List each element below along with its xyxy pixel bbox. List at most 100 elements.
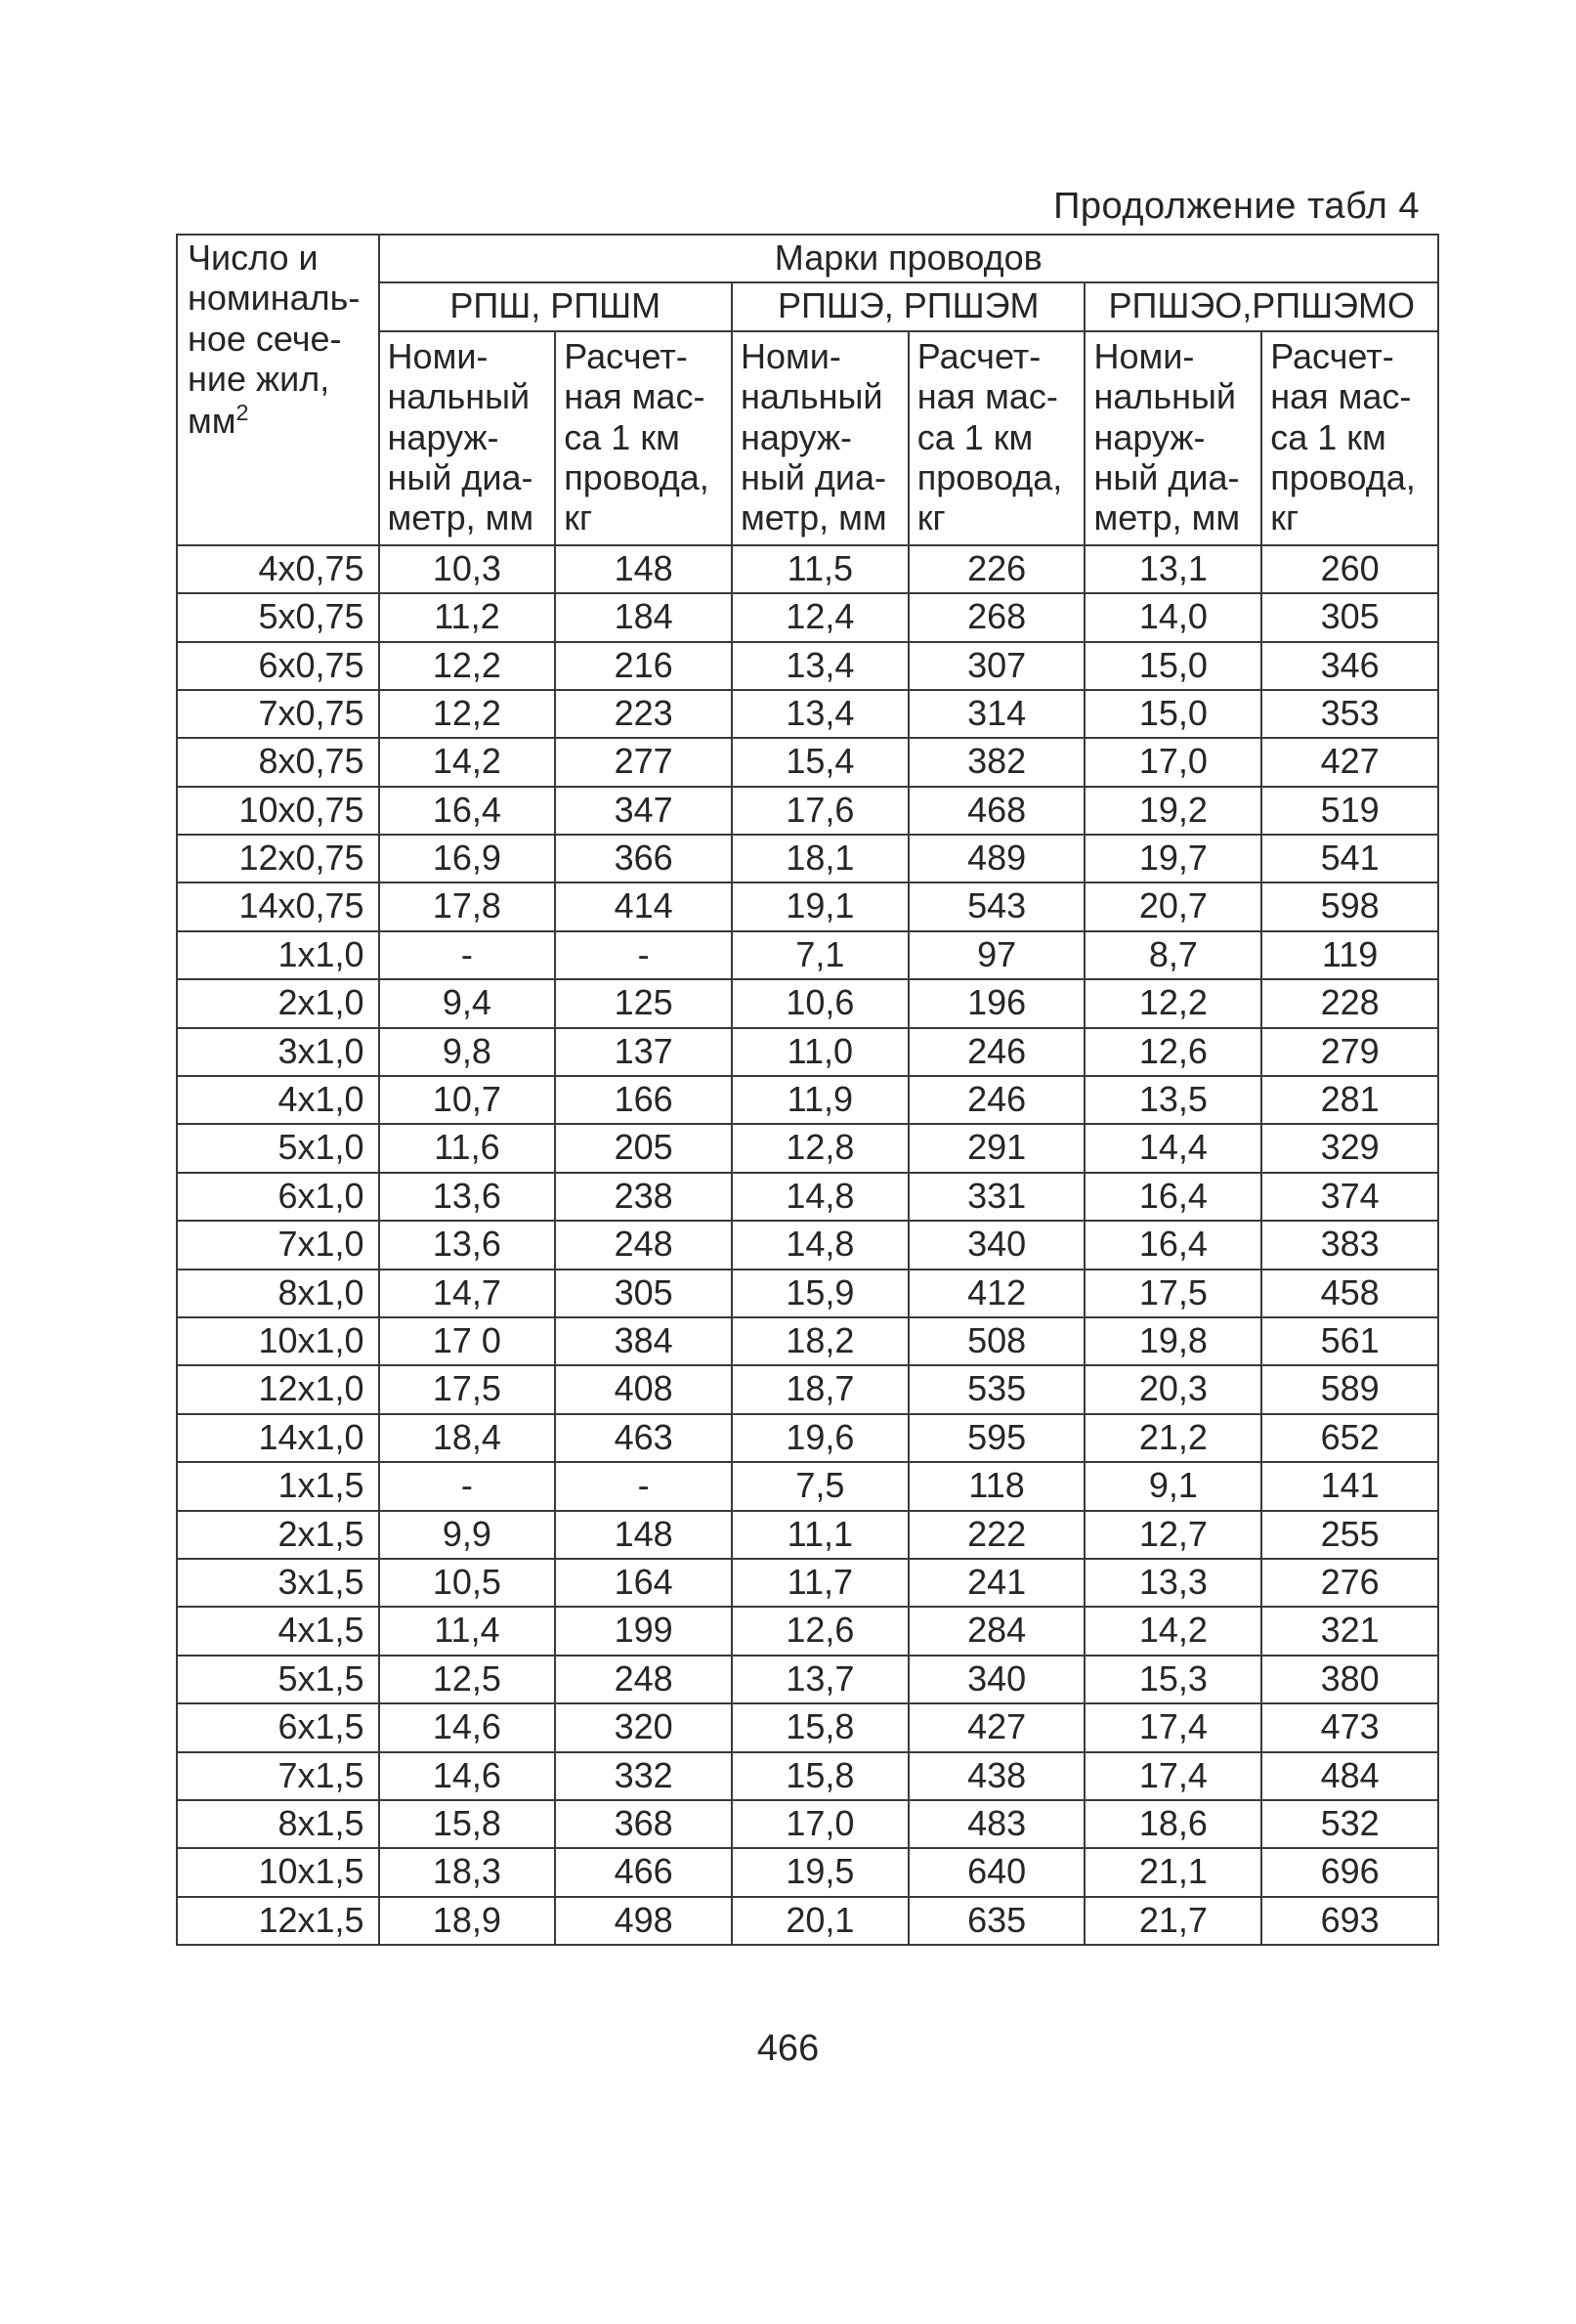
cell: 11,9 — [732, 1076, 909, 1124]
cell: 20,7 — [1085, 882, 1261, 930]
table-row: 12х1,518,949820,163521,7693 — [177, 1897, 1438, 1945]
cell: 228 — [1261, 979, 1438, 1027]
cell: 19,2 — [1085, 787, 1261, 835]
cell: 321 — [1261, 1607, 1438, 1655]
cell: 305 — [555, 1270, 732, 1317]
cell: 18,2 — [732, 1317, 909, 1365]
cell: 19,6 — [732, 1414, 909, 1462]
cell: 10,5 — [379, 1559, 556, 1607]
cell: 18,1 — [732, 835, 909, 882]
cell: 635 — [909, 1897, 1086, 1945]
cell: 20,3 — [1085, 1365, 1261, 1413]
cell: 408 — [555, 1365, 732, 1413]
row-label: 2х1,0 — [177, 979, 379, 1027]
table-row: 4х0,7510,314811,522613,1260 — [177, 545, 1438, 593]
cell: 595 — [909, 1414, 1086, 1462]
cell: 15,4 — [732, 738, 909, 786]
cell: 414 — [555, 882, 732, 930]
cell: 15,3 — [1085, 1656, 1261, 1703]
cell: 17,4 — [1085, 1703, 1261, 1751]
table-row: 7х1,013,624814,834016,4383 — [177, 1221, 1438, 1269]
cell: 11,4 — [379, 1607, 556, 1655]
cell: 11,6 — [379, 1124, 556, 1172]
row-label: 1х1,5 — [177, 1462, 379, 1510]
cell: - — [555, 931, 732, 979]
row-label: 7х0,75 — [177, 690, 379, 738]
row-label: 8х1,0 — [177, 1270, 379, 1317]
cell: 21,1 — [1085, 1848, 1261, 1896]
cell: 248 — [555, 1221, 732, 1269]
row-label: 12х1,0 — [177, 1365, 379, 1413]
row-label: 14х1,0 — [177, 1414, 379, 1462]
cell: 9,1 — [1085, 1462, 1261, 1510]
cell: 483 — [909, 1800, 1086, 1848]
cell: 248 — [555, 1656, 732, 1703]
cell: 14,0 — [1085, 593, 1261, 641]
cell: 226 — [909, 545, 1086, 593]
cell: 13,6 — [379, 1221, 556, 1269]
page: Продолжение табл 4 Число и номиналь-ное … — [0, 0, 1576, 2324]
header-top-span: Марки проводов — [379, 235, 1438, 282]
row-label: 8х0,75 — [177, 738, 379, 786]
cell: - — [379, 931, 556, 979]
table-row: 6х1,514,632015,842717,4473 — [177, 1703, 1438, 1751]
cell: 148 — [555, 545, 732, 593]
cell: 489 — [909, 835, 1086, 882]
row-label: 10х0,75 — [177, 787, 379, 835]
cell: 13,7 — [732, 1656, 909, 1703]
row-label: 6х1,0 — [177, 1173, 379, 1221]
cell: 14,2 — [379, 738, 556, 786]
cell: 241 — [909, 1559, 1086, 1607]
cell: 368 — [555, 1800, 732, 1848]
cell: 340 — [909, 1221, 1086, 1269]
header-pair-1: РПШЭ, РПШЭМ — [732, 282, 1085, 330]
cell: 329 — [1261, 1124, 1438, 1172]
cell: 14,4 — [1085, 1124, 1261, 1172]
table-row: 6х1,013,623814,833116,4374 — [177, 1173, 1438, 1221]
cell: 119 — [1261, 931, 1438, 979]
row-label: 14х0,75 — [177, 882, 379, 930]
cell: 13,5 — [1085, 1076, 1261, 1124]
cell: 473 — [1261, 1703, 1438, 1751]
table-row: 12х0,7516,936618,148919,7541 — [177, 835, 1438, 882]
row-label: 2х1,5 — [177, 1511, 379, 1559]
cell: 15,8 — [732, 1752, 909, 1800]
cell: 598 — [1261, 882, 1438, 930]
table-row: 8х1,515,836817,048318,6532 — [177, 1800, 1438, 1848]
table-body: 4х0,7510,314811,522613,12605х0,7511,2184… — [177, 545, 1438, 1945]
cell: 14,7 — [379, 1270, 556, 1317]
cell: 346 — [1261, 642, 1438, 690]
row-label: 5х1,0 — [177, 1124, 379, 1172]
row-label: 3х1,0 — [177, 1028, 379, 1076]
cell: 11,7 — [732, 1559, 909, 1607]
cell: 484 — [1261, 1752, 1438, 1800]
cell: 535 — [909, 1365, 1086, 1413]
cell: 7,1 — [732, 931, 909, 979]
cell: 508 — [909, 1317, 1086, 1365]
cell: 255 — [1261, 1511, 1438, 1559]
cell: 10,3 — [379, 545, 556, 593]
cell: 561 — [1261, 1317, 1438, 1365]
cell: 12,4 — [732, 593, 909, 641]
table-row: 10х1,017 038418,250819,8561 — [177, 1317, 1438, 1365]
cell: 21,7 — [1085, 1897, 1261, 1945]
cell: 164 — [555, 1559, 732, 1607]
cell: 307 — [909, 642, 1086, 690]
cell: - — [555, 1462, 732, 1510]
cell: 532 — [1261, 1800, 1438, 1848]
cell: 291 — [909, 1124, 1086, 1172]
cell: 166 — [555, 1076, 732, 1124]
cell: 384 — [555, 1317, 732, 1365]
cell: 12,2 — [1085, 979, 1261, 1027]
cell: 11,0 — [732, 1028, 909, 1076]
cell: 277 — [555, 738, 732, 786]
cell: 9,8 — [379, 1028, 556, 1076]
header-sub-dia-0: Номи-нальный наруж-ный диа-метр, мм — [379, 331, 556, 545]
cell: 366 — [555, 835, 732, 882]
cell: 541 — [1261, 835, 1438, 882]
cell: 19,5 — [732, 1848, 909, 1896]
cell: 12,6 — [1085, 1028, 1261, 1076]
cell: 314 — [909, 690, 1086, 738]
cell: 498 — [555, 1897, 732, 1945]
cell: 11,5 — [732, 545, 909, 593]
